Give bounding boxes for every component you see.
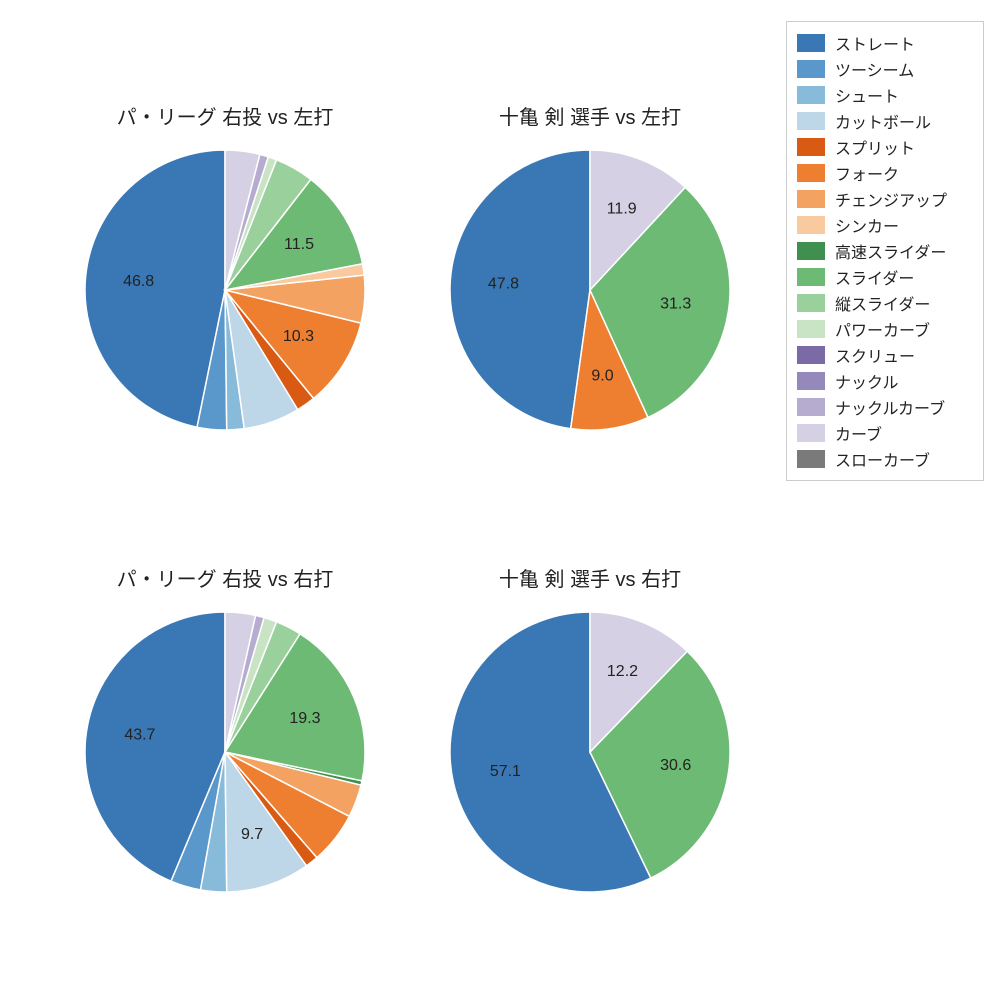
- chart-title-top-right: 十亀 剣 選手 vs 左打: [499, 101, 681, 130]
- legend-swatch: [797, 86, 825, 104]
- pie-slice-label: 12.2: [607, 663, 638, 680]
- pie-slice-label: 19.3: [289, 710, 320, 727]
- legend-item: フォーク: [797, 160, 973, 186]
- legend-swatch: [797, 424, 825, 442]
- legend-swatch: [797, 190, 825, 208]
- legend-swatch: [797, 242, 825, 260]
- legend-label: スローカーブ: [835, 447, 930, 471]
- legend-swatch: [797, 112, 825, 130]
- legend-swatch: [797, 450, 825, 468]
- legend-item: ナックルカーブ: [797, 394, 973, 420]
- pie-slice: [450, 150, 590, 429]
- legend-swatch: [797, 138, 825, 156]
- legend-swatch: [797, 216, 825, 234]
- pie-top-left: 46.8 10.3 11.5: [83, 148, 367, 432]
- legend-label: ストレート: [835, 31, 915, 55]
- chart-title-bottom-right: 十亀 剣 選手 vs 右打: [499, 563, 681, 592]
- legend-swatch: [797, 268, 825, 286]
- legend-item: シュート: [797, 82, 973, 108]
- legend-label: 縦スライダー: [835, 291, 930, 315]
- legend-item: カットボール: [797, 108, 973, 134]
- legend-item: 縦スライダー: [797, 290, 973, 316]
- legend-label: カーブ: [835, 421, 882, 445]
- legend-swatch: [797, 346, 825, 364]
- legend-item: スクリュー: [797, 342, 973, 368]
- pie-top-right: 47.8 9.0 31.3 11.9: [448, 148, 732, 432]
- legend-item: 高速スライダー: [797, 238, 973, 264]
- legend-label: スクリュー: [835, 343, 915, 367]
- legend-item: ストレート: [797, 30, 973, 56]
- pie-slice-label: 9.7: [241, 826, 263, 843]
- legend-item: ツーシーム: [797, 56, 973, 82]
- pie-slice-label: 31.3: [660, 295, 691, 312]
- legend-label: フォーク: [835, 161, 899, 185]
- legend-label: スライダー: [835, 265, 914, 289]
- pie-slice-label: 11.9: [607, 201, 637, 218]
- pie-slice-label: 11.5: [284, 236, 314, 253]
- pie-slice-label: 46.8: [123, 273, 154, 290]
- legend-item: ナックル: [797, 368, 973, 394]
- pie-bottom-left: 43.7 9.7 19.3: [83, 610, 367, 894]
- legend-label: チェンジアップ: [835, 187, 947, 211]
- pie-slice-label: 57.1: [490, 763, 521, 780]
- legend-label: ツーシーム: [835, 57, 914, 81]
- pie-slice-label: 30.6: [660, 757, 691, 774]
- pie-slice-label: 10.3: [283, 328, 314, 345]
- legend-swatch: [797, 60, 825, 78]
- legend-label: カットボール: [835, 109, 931, 133]
- legend-label: ナックル: [835, 369, 899, 393]
- legend-item: カーブ: [797, 420, 973, 446]
- legend-swatch: [797, 320, 825, 338]
- chart-grid: パ・リーグ 右投 vs 左打 十亀 剣 選手 vs 左打 パ・リーグ 右投 vs…: [0, 0, 1000, 1000]
- legend-item: パワーカーブ: [797, 316, 973, 342]
- legend-swatch: [797, 398, 825, 416]
- legend-label: スプリット: [835, 135, 915, 159]
- legend-label: シンカー: [835, 213, 899, 237]
- pie-slice-label: 9.0: [591, 367, 613, 384]
- legend: ストレートツーシームシュートカットボールスプリットフォークチェンジアップシンカー…: [786, 21, 984, 481]
- legend-label: ナックルカーブ: [835, 395, 945, 419]
- chart-title-bottom-left: パ・リーグ 右投 vs 右打: [117, 563, 334, 592]
- pie-slice-label: 47.8: [488, 276, 519, 293]
- legend-swatch: [797, 294, 825, 312]
- legend-label: 高速スライダー: [835, 239, 946, 263]
- pie-bottom-right: 57.1 30.6 12.2: [448, 610, 732, 894]
- legend-swatch: [797, 34, 825, 52]
- chart-title-top-left: パ・リーグ 右投 vs 左打: [117, 101, 334, 130]
- legend-item: チェンジアップ: [797, 186, 973, 212]
- legend-item: シンカー: [797, 212, 973, 238]
- legend-item: スライダー: [797, 264, 973, 290]
- pie-slice-label: 43.7: [124, 726, 155, 743]
- legend-item: スプリット: [797, 134, 973, 160]
- legend-label: パワーカーブ: [835, 317, 930, 341]
- pie-slice: [85, 150, 225, 427]
- legend-item: スローカーブ: [797, 446, 973, 472]
- legend-label: シュート: [835, 83, 899, 107]
- legend-swatch: [797, 372, 825, 390]
- legend-swatch: [797, 164, 825, 182]
